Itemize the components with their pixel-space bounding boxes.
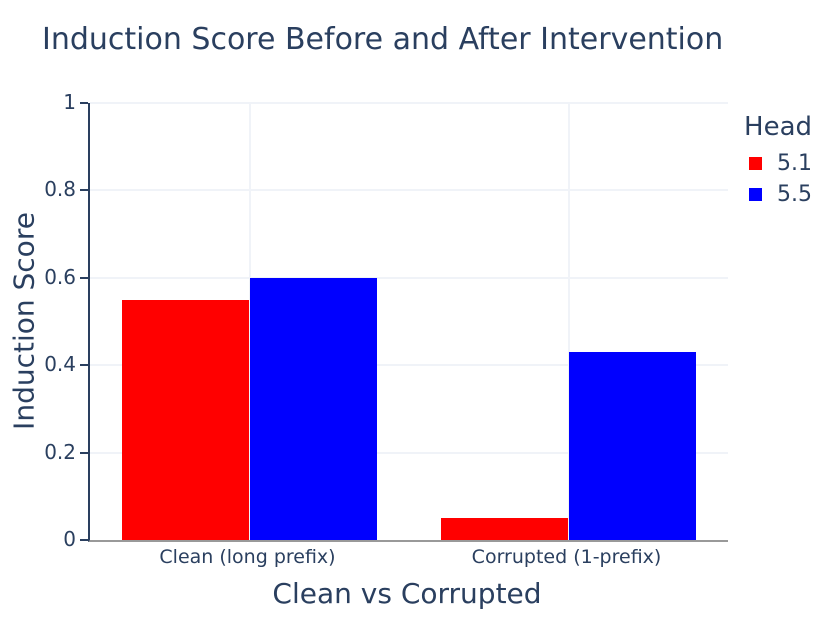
legend-item-label: 5.1	[777, 151, 812, 176]
y-gridline	[90, 102, 728, 104]
y-gridline	[90, 451, 728, 454]
y-axis-title: Induction Score	[7, 212, 41, 430]
y-tick-mark	[80, 364, 88, 367]
x-axis-title: Clean vs Corrupted	[272, 577, 542, 610]
legend-item-label: 5.5	[777, 182, 812, 207]
x-gridline	[567, 103, 570, 540]
y-tick-mark	[80, 102, 88, 104]
y-tick-mark	[80, 539, 88, 541]
legend: Head 5.1 5.5	[738, 112, 812, 210]
bar-head-5-1-cat-0[interactable]	[121, 299, 250, 540]
y-tick-mark	[80, 189, 88, 192]
chart-title: Induction Score Before and After Interve…	[42, 22, 724, 57]
y-tick-label: 0.8	[44, 177, 76, 202]
legend-title: Head	[744, 112, 812, 142]
y-gridline	[90, 189, 728, 192]
legend-swatch-icon	[749, 188, 762, 201]
y-gridline	[90, 364, 728, 367]
y-tick-label: 0.2	[44, 439, 76, 464]
y-tick-label: 0.4	[44, 352, 76, 377]
legend-item-5-1[interactable]: 5.1	[749, 148, 812, 179]
bar-head-5-5-cat-1[interactable]	[568, 352, 697, 540]
x-tick-label: Clean (long prefix)	[159, 546, 336, 568]
legend-item-5-5[interactable]: 5.5	[749, 179, 812, 210]
y-tick-mark	[80, 276, 88, 279]
y-tick-label: 0.6	[44, 264, 76, 289]
x-tick-label: Corrupted (1-prefix)	[471, 546, 662, 568]
plot-area	[88, 102, 728, 542]
y-gridline	[90, 276, 728, 279]
y-tick-label: 0	[63, 527, 76, 551]
legend-swatch-icon	[749, 157, 762, 170]
legend-items: 5.1 5.5	[749, 148, 812, 210]
bar-head-5-5-cat-0[interactable]	[249, 277, 378, 540]
y-tick-mark	[80, 451, 88, 454]
bar-head-5-1-cat-1[interactable]	[440, 518, 569, 540]
y-tick-label: 1	[63, 90, 76, 114]
